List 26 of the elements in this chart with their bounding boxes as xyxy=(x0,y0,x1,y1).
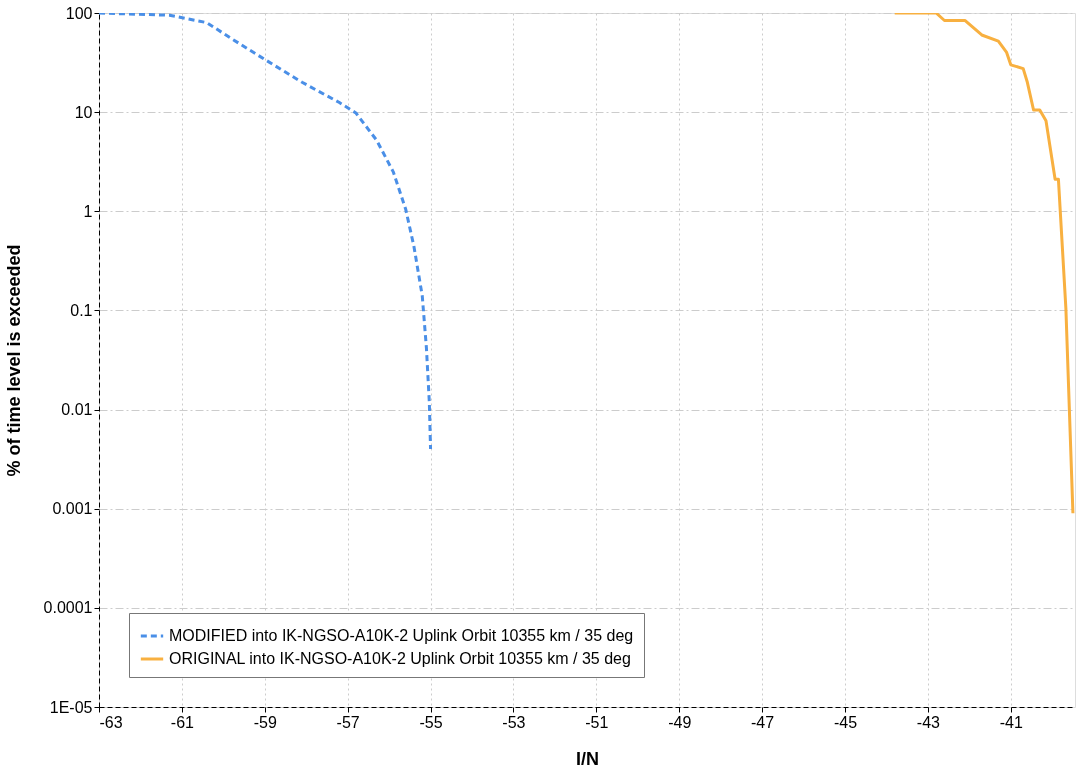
y-tick-label: 0.0001 xyxy=(43,599,93,617)
x-tick-label: -51 xyxy=(585,713,609,731)
line-series xyxy=(99,13,433,451)
x-tick-label: -57 xyxy=(336,713,360,731)
x-tick-label: -63 xyxy=(99,713,123,731)
x-tick-label: -41 xyxy=(999,713,1023,731)
legend-label: ORIGINAL into IK-NGSO-A10K-2 Uplink Orbit 10355 km / 35 deg xyxy=(169,650,631,667)
y-tick-label: 0.001 xyxy=(52,500,93,518)
y-axis-title: % of time level is exceeded xyxy=(3,244,24,477)
x-tick-label: -53 xyxy=(502,713,526,731)
y-tick-label: 100 xyxy=(65,4,93,22)
x-tick-label: -55 xyxy=(419,713,443,731)
x-tick-label: -49 xyxy=(668,713,692,731)
x-tick-label: -43 xyxy=(916,713,941,731)
y-tick-label: 1 xyxy=(83,202,93,220)
x-axis-title: I/N xyxy=(575,748,600,769)
y-tick-label: 0.01 xyxy=(61,401,93,419)
legend-label: MODIFIED into IK-NGSO-A10K-2 Uplink Orbit 10355 km / 35 deg xyxy=(169,627,634,644)
line-series xyxy=(893,13,1075,515)
x-tick-label: -61 xyxy=(170,713,195,731)
x-tick-label: -59 xyxy=(253,713,277,731)
x-tick-label: -45 xyxy=(833,713,858,731)
y-tick-label: 1E-05 xyxy=(49,698,93,716)
x-tick-label: -47 xyxy=(751,713,775,731)
y-tick-label: 0.1 xyxy=(70,301,93,319)
y-tick-label: 10 xyxy=(74,103,93,121)
